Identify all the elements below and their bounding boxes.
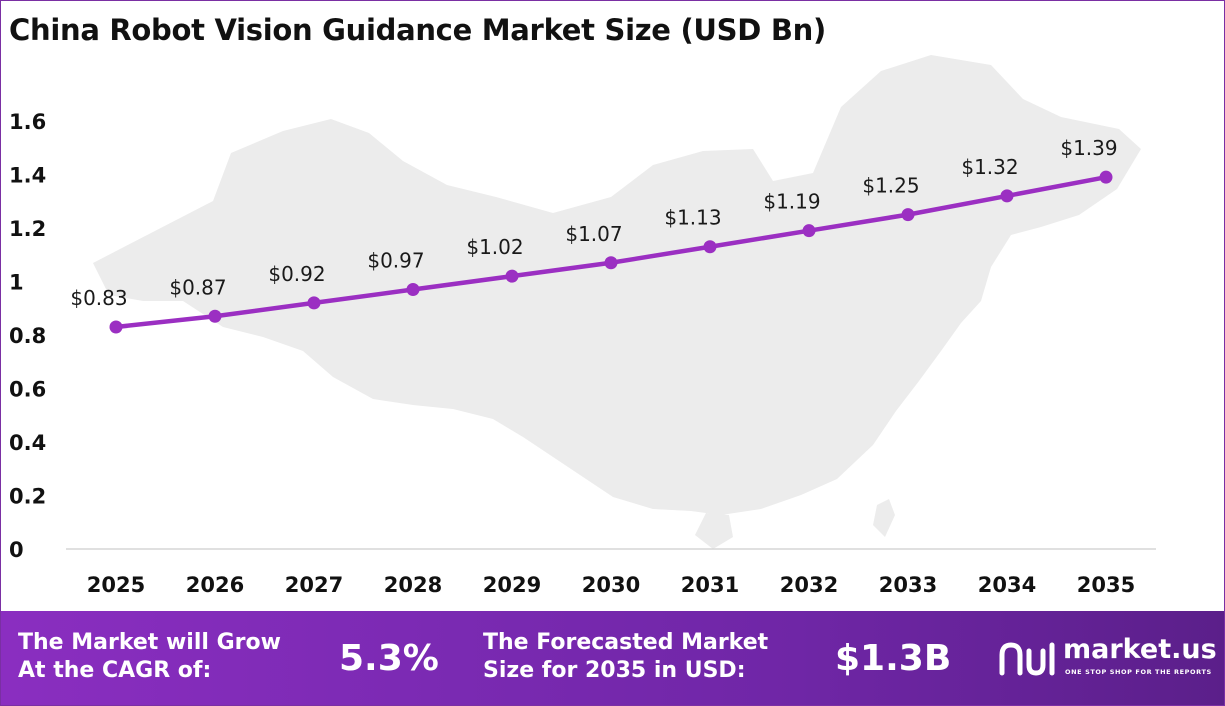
data-label: $0.92 bbox=[268, 262, 325, 286]
data-label: $1.39 bbox=[1060, 136, 1117, 160]
y-tick-label: 0.4 bbox=[9, 431, 46, 455]
line-chart: 0 0.2 0.4 0.6 0.8 1 1.2 1.4 1.6 2025 2026 2027 2028… bbox=[9, 55, 1156, 597]
data-point bbox=[703, 240, 717, 254]
x-tick-label: 2028 bbox=[384, 573, 442, 597]
y-tick-label: 1.6 bbox=[9, 110, 46, 134]
y-tick-label: 0.6 bbox=[9, 378, 46, 402]
cagr-value: 5.3% bbox=[339, 638, 439, 679]
y-axis-ticks: 0 0.2 0.4 0.6 0.8 1 1.2 1.4 1.6 bbox=[9, 110, 46, 562]
forecast-label-line2: Size for 2035 in USD: bbox=[483, 658, 746, 683]
brand-name: market.us bbox=[1063, 634, 1217, 665]
brand-tagline: ONE STOP SHOP FOR THE REPORTS bbox=[1065, 668, 1212, 676]
data-point bbox=[307, 296, 321, 310]
x-tick-label: 2027 bbox=[285, 573, 343, 597]
data-label: $1.02 bbox=[466, 235, 523, 259]
x-tick-label: 2033 bbox=[879, 573, 937, 597]
data-label: $1.32 bbox=[961, 155, 1018, 179]
forecast-label-line1: The Forecasted Market bbox=[483, 630, 769, 655]
forecast-value: $1.3B bbox=[835, 638, 952, 679]
data-label: $1.13 bbox=[664, 206, 721, 230]
china-map-background bbox=[93, 55, 1141, 549]
chart-title: China Robot Vision Guidance Market Size … bbox=[9, 13, 826, 47]
data-point bbox=[505, 269, 519, 283]
x-tick-label: 2034 bbox=[978, 573, 1036, 597]
cagr-label: The Market will Grow At the CAGR of: bbox=[18, 629, 281, 685]
data-points bbox=[109, 170, 1113, 334]
data-label: $0.97 bbox=[367, 249, 424, 273]
data-point bbox=[406, 283, 420, 297]
forecast-label: The Forecasted Market Size for 2035 in U… bbox=[483, 629, 768, 685]
x-tick-label: 2026 bbox=[186, 573, 244, 597]
y-tick-label: 0.2 bbox=[9, 485, 46, 509]
data-label: $1.25 bbox=[862, 174, 919, 198]
x-axis-ticks: 2025 2026 2027 2028 2029 2030 2031 2032 2033 2034… bbox=[87, 573, 1135, 597]
data-point bbox=[1000, 189, 1014, 203]
data-point bbox=[1099, 170, 1113, 184]
x-tick-label: 2029 bbox=[483, 573, 541, 597]
x-tick-label: 2032 bbox=[780, 573, 838, 597]
x-tick-label: 2031 bbox=[681, 573, 739, 597]
data-label: $0.87 bbox=[169, 275, 226, 299]
data-labels: $0.83 $0.87 $0.92 $0.97 $1.02 $1.07 $1.13 $1.19… bbox=[70, 136, 1117, 310]
data-label: $1.07 bbox=[565, 222, 622, 246]
data-label: $1.19 bbox=[763, 190, 820, 214]
footer-banner: The Market will Grow At the CAGR of: 5.3… bbox=[1, 611, 1224, 705]
data-label: $0.83 bbox=[70, 286, 127, 310]
market-us-logo-icon bbox=[999, 642, 1055, 676]
data-point bbox=[604, 256, 618, 270]
y-tick-label: 0.8 bbox=[9, 324, 46, 348]
x-tick-label: 2030 bbox=[582, 573, 640, 597]
x-tick-label: 2035 bbox=[1077, 573, 1135, 597]
x-tick-label: 2025 bbox=[87, 573, 145, 597]
data-point bbox=[208, 309, 222, 323]
y-tick-label: 0 bbox=[9, 538, 24, 562]
data-point bbox=[109, 320, 123, 334]
y-tick-label: 1.2 bbox=[9, 217, 46, 241]
cagr-label-line1: The Market will Grow bbox=[18, 630, 281, 655]
cagr-label-line2: At the CAGR of: bbox=[18, 658, 212, 683]
y-tick-label: 1.4 bbox=[9, 164, 46, 188]
data-point bbox=[901, 208, 915, 222]
y-tick-label: 1 bbox=[9, 271, 24, 295]
data-point bbox=[802, 224, 816, 238]
